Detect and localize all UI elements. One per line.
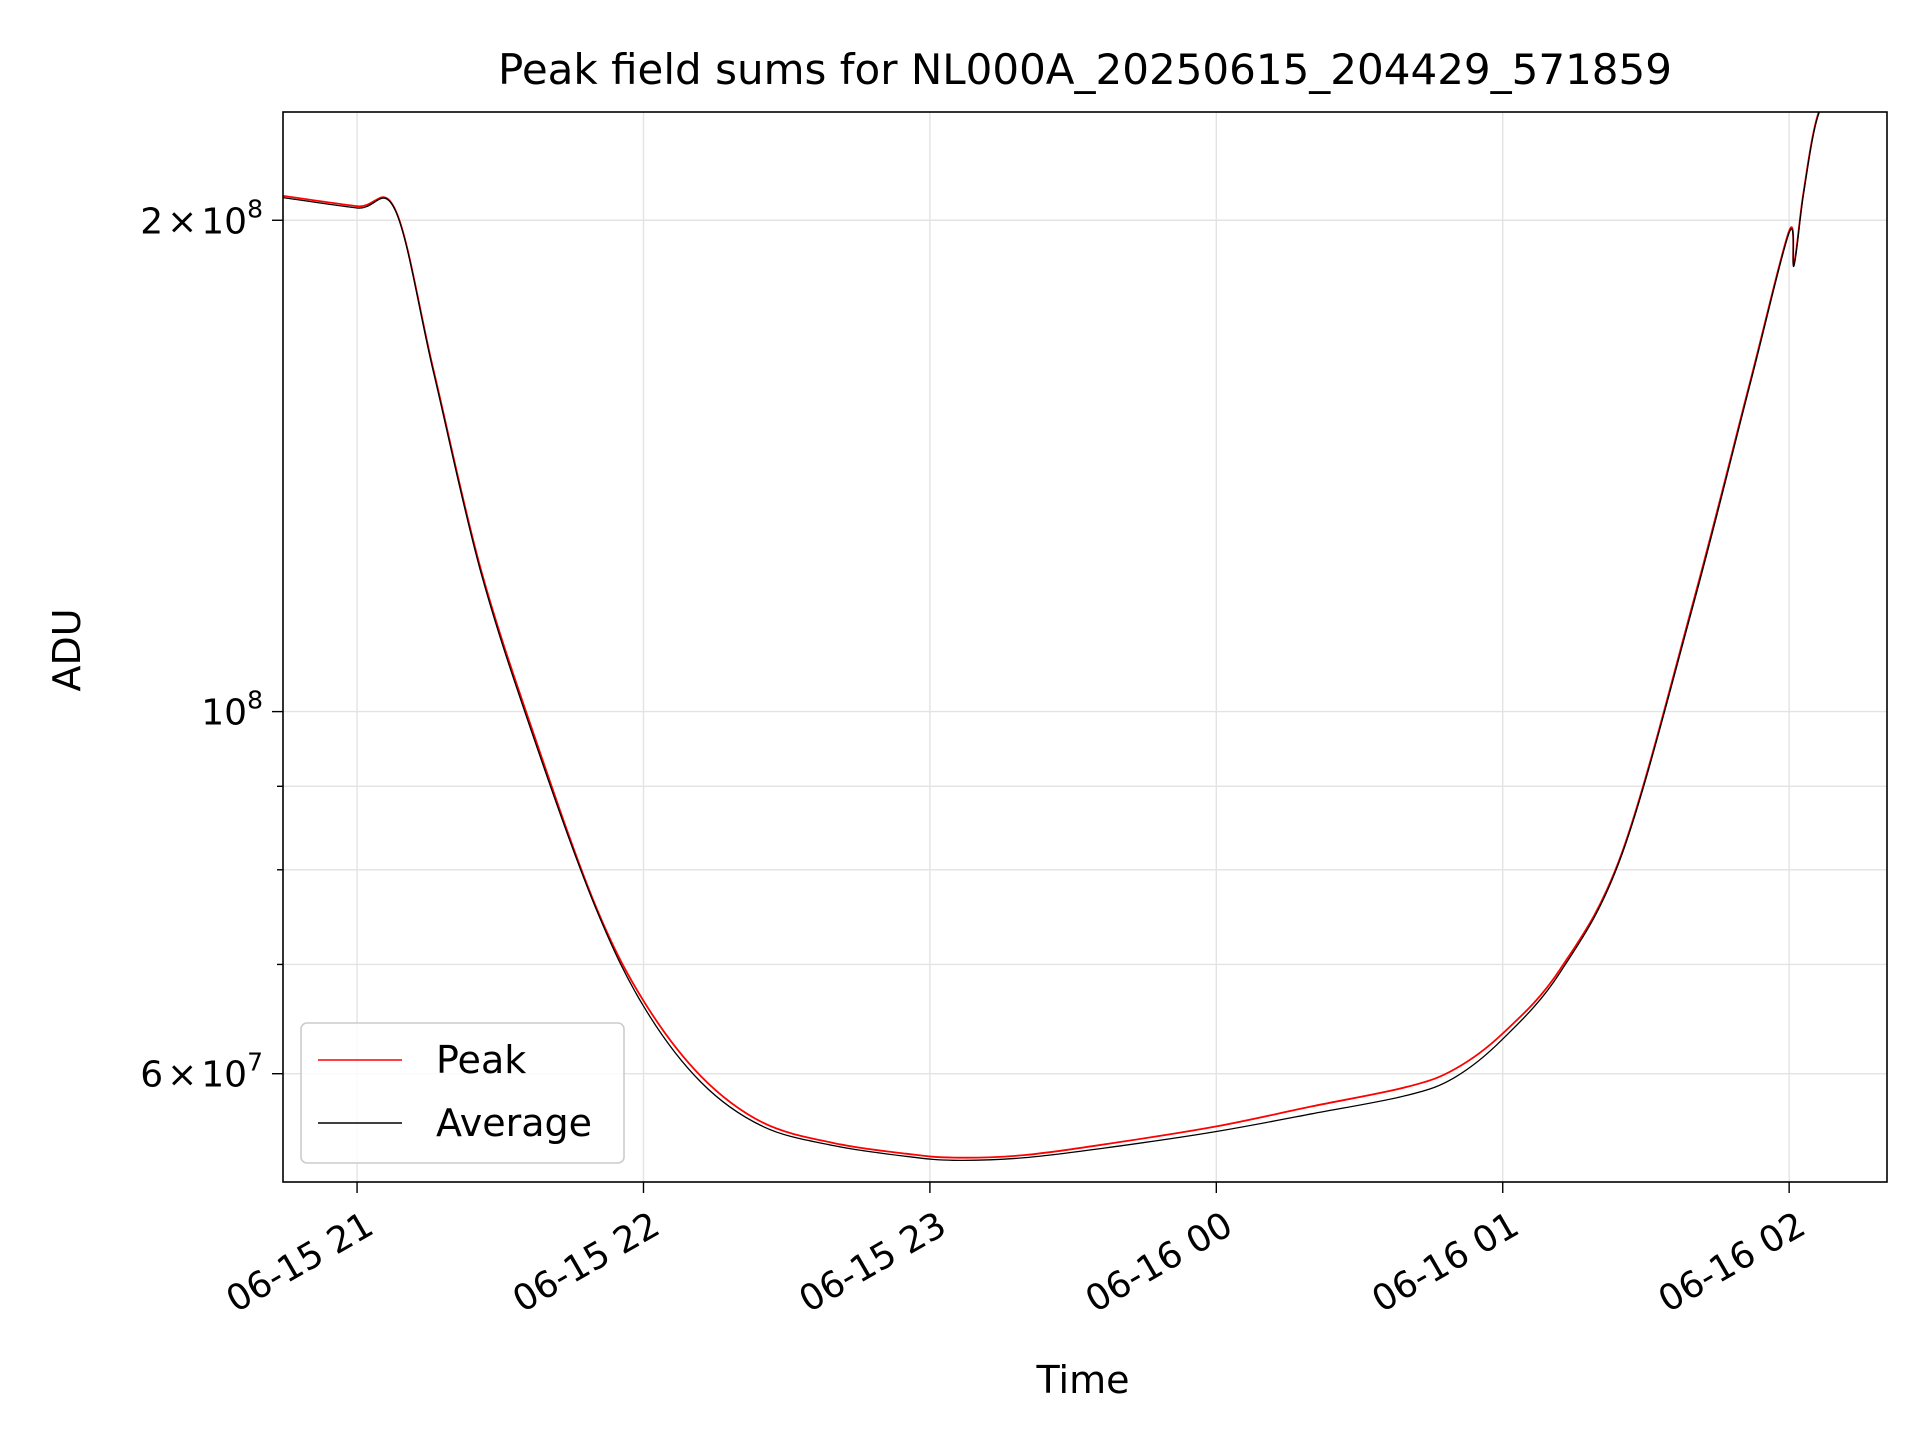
chart-title: Peak field sums for NL000A_20250615_2044… [498,45,1672,94]
y-tick-base: 10 [201,201,247,242]
y-axis-label: ADU [45,608,89,691]
plot-frame [282,111,1888,1183]
y-tick-exponent: 8 [247,686,263,715]
y-tick-times: × [167,201,197,242]
y-tick-label: 2 × 108 [140,194,263,242]
y-tick-base: 10 [201,1055,247,1096]
y-tick-base: 10 [201,693,247,734]
series-layer [283,112,1820,1161]
legend: Peak Average [300,1022,625,1164]
legend-box [300,1022,625,1164]
y-tick-mantissa: 6 [140,1055,163,1096]
legend-label-peak: Peak [436,1038,526,1082]
legend-label-average: Average [436,1101,592,1145]
y-tick-label: 6 × 107 [140,1048,263,1096]
y-tick-label: 108 [201,686,263,734]
x-axis-label: Time [1036,1358,1130,1402]
y-tick-exponent: 7 [247,1048,263,1077]
series-line-average [283,112,1820,1161]
y-tick-mantissa: 2 [140,201,163,242]
y-tick-exponent: 8 [247,194,263,223]
y-tick-times: × [167,1055,197,1096]
